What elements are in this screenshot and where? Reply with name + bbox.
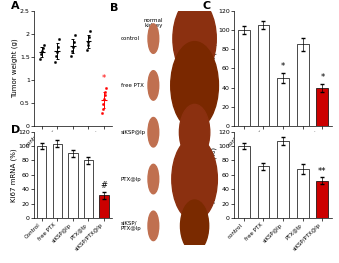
Point [71, 40, 77, 44]
Point [69, 49, 75, 53]
Bar [238, 30, 250, 126]
Text: A: A [11, 1, 19, 11]
Ellipse shape [148, 211, 159, 241]
Ellipse shape [148, 24, 159, 53]
Text: C: C [202, 1, 211, 11]
Ellipse shape [172, 137, 217, 221]
Text: siKSP/
PTX@lp: siKSP/ PTX@lp [121, 221, 142, 231]
Bar [297, 44, 308, 126]
Point [101, 102, 106, 106]
Bar [317, 88, 328, 126]
Point [72, 33, 78, 37]
Text: PTX@lp: PTX@lp [121, 176, 142, 181]
Point [85, 43, 90, 47]
Bar [238, 146, 250, 218]
Ellipse shape [148, 118, 159, 147]
Bar [277, 141, 289, 218]
Point [99, 111, 105, 115]
Point [56, 44, 61, 49]
Text: PDX: PDX [189, 18, 200, 23]
Bar [277, 78, 289, 126]
Ellipse shape [180, 200, 209, 252]
Ellipse shape [171, 42, 218, 129]
Text: B: B [110, 3, 118, 13]
Text: *: * [281, 62, 285, 71]
Ellipse shape [173, 0, 216, 78]
Point [70, 44, 76, 49]
Point [38, 52, 43, 57]
Text: E: E [202, 125, 210, 135]
Bar [258, 25, 269, 126]
Point [88, 29, 93, 33]
Point [41, 43, 46, 47]
Point [68, 54, 74, 58]
Text: siKSP@lp: siKSP@lp [121, 130, 146, 135]
Point [102, 93, 107, 97]
Point [37, 57, 42, 61]
Y-axis label: Tumor weight (g): Tumor weight (g) [12, 39, 18, 98]
Bar [297, 169, 308, 218]
Ellipse shape [179, 104, 210, 160]
Text: **: ** [318, 167, 327, 176]
Text: #: # [101, 181, 107, 190]
Y-axis label: KSP mRNA (%): KSP mRNA (%) [210, 43, 217, 94]
Ellipse shape [148, 164, 159, 194]
Text: *: * [320, 73, 324, 82]
Y-axis label: Kif15 mRNA (%): Kif15 mRNA (%) [210, 147, 217, 203]
Bar [258, 166, 269, 218]
Bar [68, 153, 78, 218]
Point [103, 86, 109, 90]
Y-axis label: Ki67 mRNA (%): Ki67 mRNA (%) [10, 148, 17, 202]
Point [55, 50, 60, 54]
Point [87, 35, 92, 39]
Point [54, 54, 59, 58]
Point [40, 46, 45, 50]
Point [103, 89, 108, 94]
Bar [53, 144, 62, 218]
Point [101, 97, 107, 102]
Bar [37, 146, 46, 218]
Point [84, 48, 89, 52]
Bar [99, 195, 109, 218]
Text: control: control [121, 36, 140, 41]
Point [53, 60, 58, 64]
Bar [84, 160, 93, 218]
Point [39, 49, 44, 53]
Ellipse shape [148, 71, 159, 100]
Text: normal
kidney: normal kidney [144, 18, 163, 28]
Text: *: * [102, 74, 106, 83]
Text: D: D [11, 125, 20, 135]
Point [86, 40, 91, 44]
Bar [317, 181, 328, 218]
Text: free PTX: free PTX [121, 83, 144, 88]
Point [100, 107, 105, 111]
Point [57, 37, 62, 41]
